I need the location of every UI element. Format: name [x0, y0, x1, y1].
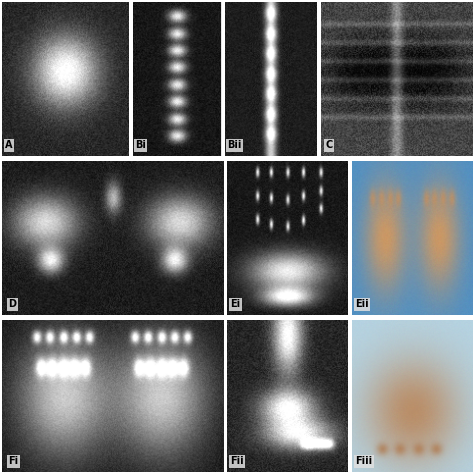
Text: Fi: Fi — [8, 456, 18, 466]
Text: C: C — [325, 140, 332, 150]
Text: Bii: Bii — [227, 140, 242, 150]
Text: Fiii: Fiii — [355, 456, 372, 466]
Text: D: D — [8, 299, 16, 310]
Text: Fii: Fii — [230, 456, 244, 466]
Text: A: A — [5, 140, 13, 150]
Text: Eii: Eii — [355, 299, 369, 310]
Text: Bi: Bi — [135, 140, 146, 150]
Text: Ei: Ei — [230, 299, 240, 310]
